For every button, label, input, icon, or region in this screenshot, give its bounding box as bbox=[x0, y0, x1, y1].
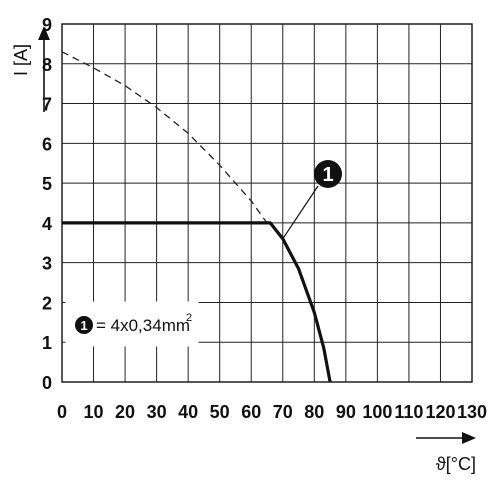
x-axis-arrow bbox=[416, 432, 476, 444]
x-tick-label: 20 bbox=[115, 402, 135, 422]
y-tick-label: 0 bbox=[42, 373, 52, 393]
y-tick-label: 4 bbox=[42, 214, 52, 234]
x-tick-label: 130 bbox=[457, 402, 487, 422]
y-axis-label: I [A] bbox=[11, 44, 31, 76]
x-tick-label: 110 bbox=[394, 402, 423, 422]
y-tick-label: 1 bbox=[42, 333, 52, 353]
y-tick-label: 6 bbox=[42, 134, 52, 154]
legend-marker-label: 1 bbox=[80, 318, 87, 333]
legend: 1 = 4x0,34mm 2 bbox=[65, 301, 199, 347]
x-tick-label: 80 bbox=[304, 402, 324, 422]
x-tick-label: 90 bbox=[336, 402, 356, 422]
series-solid-line bbox=[62, 221, 332, 383]
callout-marker bbox=[314, 160, 342, 188]
callout: 1 bbox=[282, 160, 342, 240]
x-tick-label: 10 bbox=[84, 402, 104, 422]
y-tick-label: 5 bbox=[42, 174, 52, 194]
series-layer bbox=[61, 51, 332, 383]
legend-superscript: 2 bbox=[186, 312, 192, 324]
x-tick-label: 0 bbox=[57, 402, 67, 422]
x-tick-label: 40 bbox=[178, 402, 198, 422]
tick-labels: 0 10 20 30 40 50 60 70 80 90 100 110 120 130 0 1 2 3 4 5 6 7 8… bbox=[42, 15, 487, 422]
x-tick-label: 60 bbox=[241, 402, 261, 422]
y-axis-arrow bbox=[38, 26, 50, 112]
x-tick-label: 70 bbox=[273, 402, 293, 422]
series-dashed-line bbox=[61, 51, 268, 224]
y-tick-label: 2 bbox=[42, 293, 52, 313]
callout-label: 1 bbox=[322, 164, 333, 186]
y-tick-label: 3 bbox=[42, 254, 52, 274]
y-tick-label: 7 bbox=[42, 95, 52, 115]
x-tick-label: 100 bbox=[362, 402, 392, 422]
x-axis-label: ϑ[°C] bbox=[436, 454, 476, 474]
legend-text: = 4x0,34mm bbox=[96, 316, 190, 335]
legend-marker bbox=[75, 316, 93, 334]
y-tick-label: 8 bbox=[42, 55, 52, 75]
x-tick-label: 50 bbox=[210, 402, 230, 422]
callout-leader-line bbox=[282, 185, 319, 240]
x-tick-label: 120 bbox=[425, 402, 455, 422]
x-tick-label: 30 bbox=[147, 402, 167, 422]
y-tick-label: 9 bbox=[42, 15, 52, 35]
